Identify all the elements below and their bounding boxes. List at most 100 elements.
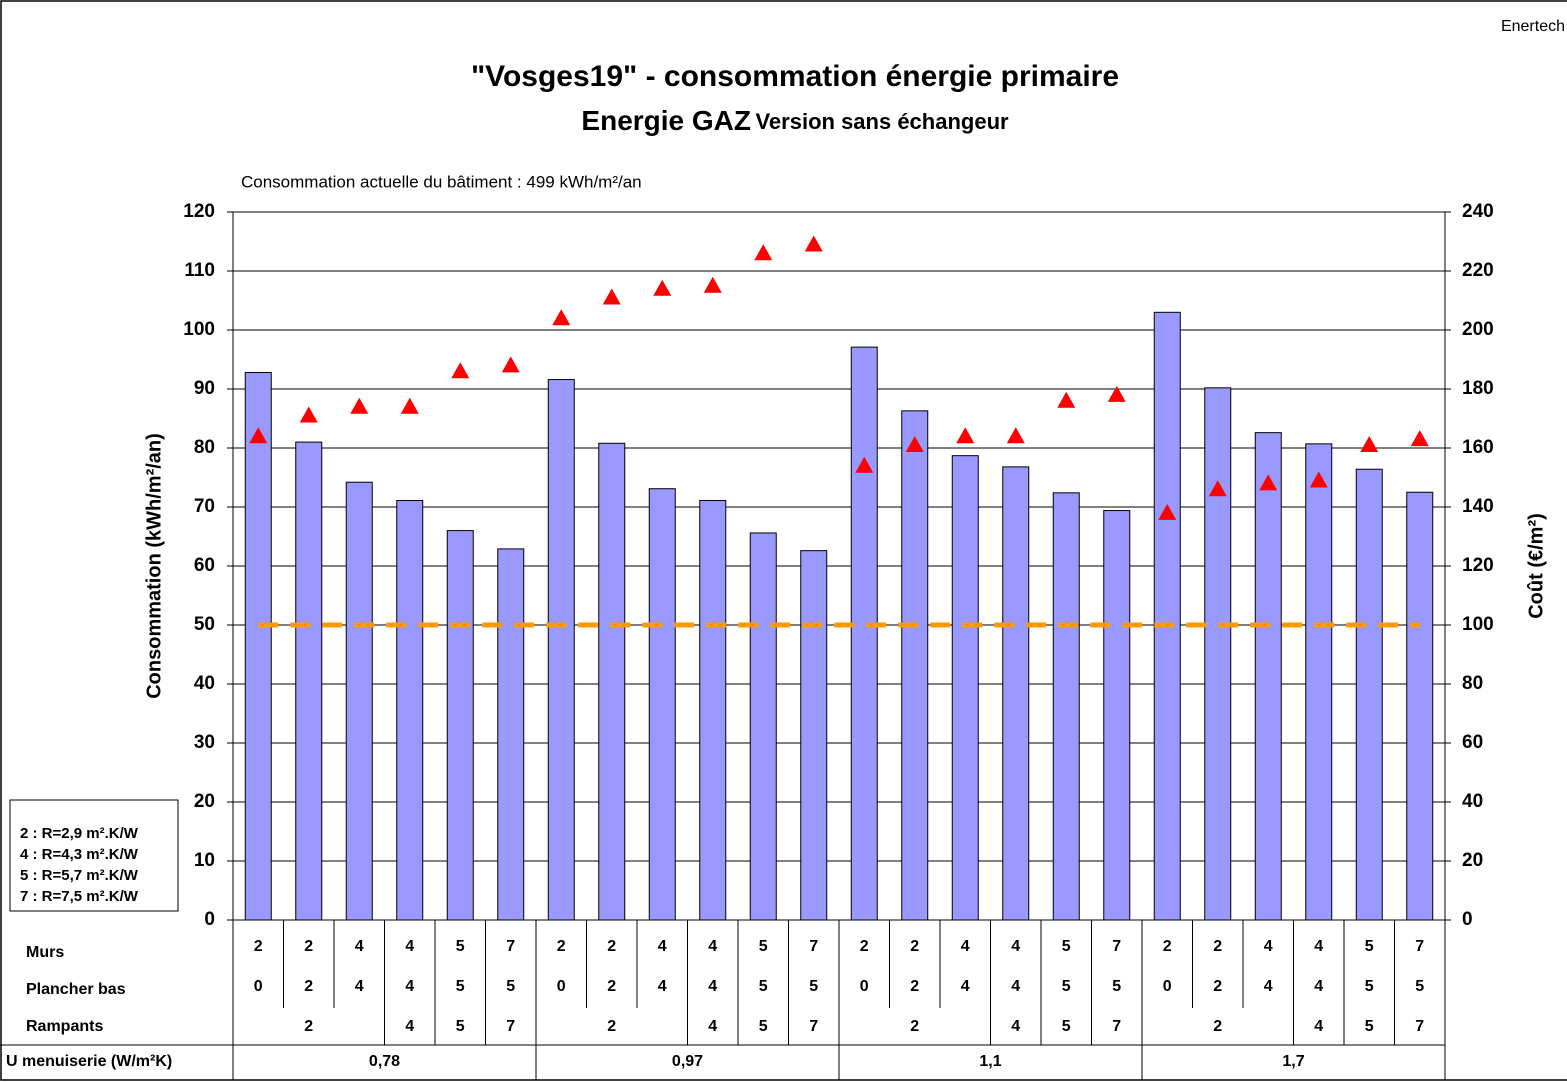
category-label: 4 (405, 1018, 414, 1035)
category-label: 2 (1213, 978, 1222, 995)
category-label: 4 (405, 938, 414, 955)
bar (244, 371, 272, 921)
triangle-marker (1057, 391, 1076, 408)
category-label: 2 (910, 1018, 919, 1035)
y2-tick-label: 20 (1462, 850, 1483, 871)
category-label: 2 (607, 1018, 616, 1035)
row-label: U menuiserie (W/m²K) (6, 1053, 172, 1070)
category-label: 0,97 (672, 1053, 703, 1070)
category-label: 5 (759, 1018, 768, 1035)
category-label: 7 (809, 1018, 818, 1035)
category-label: 4 (1264, 938, 1273, 955)
category-label: 4 (1011, 978, 1020, 995)
y2-tick-label: 0 (1462, 909, 1473, 930)
bar (850, 346, 878, 921)
y-tick-label: 90 (194, 378, 215, 399)
triangle-marker (350, 397, 369, 414)
y-tick-label: 10 (194, 850, 215, 871)
bar (800, 550, 828, 921)
note: 5 : R=5,7 m².K/W (20, 867, 139, 884)
category-label: 4 (355, 978, 364, 995)
y-tick-label: 30 (194, 732, 215, 753)
category-label: 4 (1264, 978, 1273, 995)
category-label: 5 (809, 978, 818, 995)
y-tick-label: 20 (194, 791, 215, 812)
bar (648, 488, 676, 921)
triangle-marker (1006, 427, 1025, 444)
note: 2 : R=2,9 m².K/W (20, 825, 139, 842)
bar (547, 379, 575, 921)
bar (1153, 311, 1181, 921)
y-tick-label: 110 (184, 260, 215, 281)
category-label: 5 (506, 978, 515, 995)
category-label: 2 (1213, 938, 1222, 955)
bar (295, 441, 323, 921)
category-label: 1,7 (1282, 1053, 1304, 1070)
y-tick-label: 120 (183, 201, 215, 222)
title-sub: Version sans échangeur (755, 109, 1009, 134)
category-label: 2 (1163, 938, 1172, 955)
y2-tick-label: 60 (1462, 732, 1483, 753)
y2-tick-label: 140 (1462, 496, 1494, 517)
triangle-marker (804, 235, 823, 252)
bar (497, 548, 525, 921)
triangle-marker (855, 456, 874, 473)
triangle-marker (552, 309, 571, 326)
bar (396, 500, 424, 921)
category-label: 5 (456, 978, 465, 995)
bar (345, 481, 373, 921)
category-label: 7 (1415, 938, 1424, 955)
y-tick-label: 40 (194, 673, 215, 694)
note: 4 : R=4,3 m².K/W (20, 846, 139, 863)
category-label: 5 (456, 1018, 465, 1035)
y2-tick-label: 40 (1462, 791, 1483, 812)
bar (1305, 443, 1333, 921)
y2-tick-label: 80 (1462, 673, 1483, 694)
y-axis-label: Consommation (kWh/m²/an) (143, 433, 165, 699)
y-tick-label: 70 (194, 496, 215, 517)
bar (598, 442, 626, 921)
category-label: 0,78 (369, 1053, 400, 1070)
triangle-marker (1309, 471, 1328, 488)
y2-tick-label: 160 (1462, 437, 1494, 458)
triangle-marker (1107, 385, 1126, 402)
triangle-marker (1158, 503, 1177, 520)
category-label: 4 (658, 938, 667, 955)
category-label: 5 (1365, 938, 1374, 955)
category-label: 4 (961, 938, 970, 955)
category-label: 4 (658, 978, 667, 995)
category-label: 5 (1062, 938, 1071, 955)
category-label: 7 (506, 938, 515, 955)
category-label: 4 (355, 938, 364, 955)
subtitle: Consommation actuelle du bâtiment : 499 … (241, 172, 642, 191)
row-label: Rampants (26, 1018, 103, 1035)
chart-title-2: Energie GAZ Version sans échangeur (581, 105, 1009, 136)
triangle-marker (602, 288, 621, 305)
triangle-marker (400, 397, 419, 414)
category-label: 4 (1314, 978, 1323, 995)
y-tick-label: 100 (183, 319, 215, 340)
category-label: 4 (708, 978, 717, 995)
category-label: 2 (304, 938, 313, 955)
triangle-marker (1259, 474, 1278, 491)
bar (1002, 466, 1030, 921)
bar (1103, 510, 1131, 921)
y2-tick-label: 100 (1462, 614, 1494, 635)
category-label: 7 (1415, 1018, 1424, 1035)
category-label: 7 (506, 1018, 515, 1035)
category-label: 0 (860, 978, 869, 995)
bar (749, 532, 777, 921)
y2-tick-label: 220 (1462, 260, 1494, 281)
category-label: 4 (1011, 938, 1020, 955)
category-label: 2 (304, 1018, 313, 1035)
triangle-marker (1410, 430, 1429, 447)
row-label: Plancher bas (26, 981, 126, 998)
category-label: 1,1 (979, 1053, 1001, 1070)
triangle-marker (501, 356, 520, 373)
category-label: 5 (1365, 1018, 1374, 1035)
category-label: 5 (456, 938, 465, 955)
category-label: 4 (708, 1018, 717, 1035)
bar (1254, 432, 1282, 921)
category-label: 5 (1062, 1018, 1071, 1035)
